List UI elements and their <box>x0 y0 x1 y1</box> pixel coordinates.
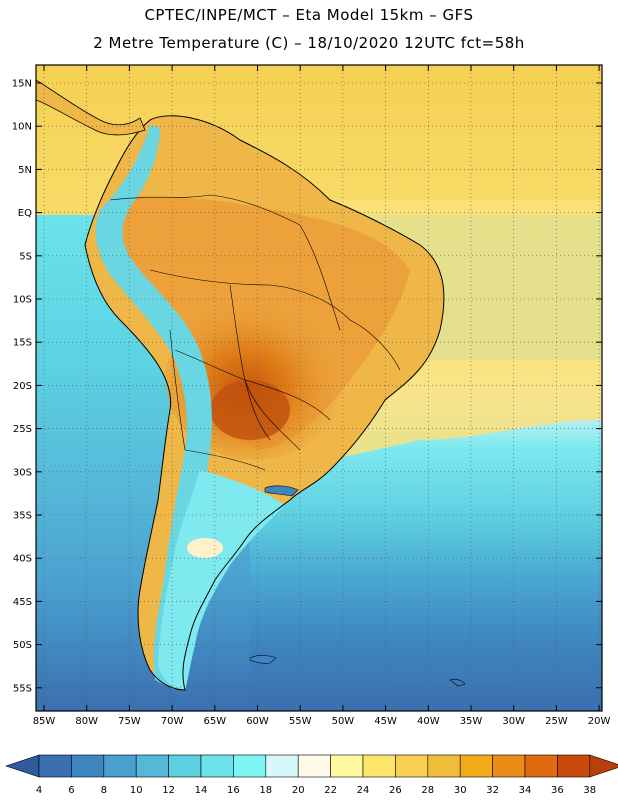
lon-label: 60W <box>246 716 269 727</box>
lat-label: 45S <box>13 597 32 608</box>
colorbar-label: 16 <box>227 785 240 796</box>
coastline <box>84 115 445 691</box>
colorbar-label: 20 <box>292 785 305 796</box>
lat-label: 10S <box>13 295 32 306</box>
plot-frame <box>35 64 603 712</box>
lon-label: 25W <box>545 716 568 727</box>
colorbar-swatch <box>233 754 267 778</box>
colorbar-label: 24 <box>357 785 370 796</box>
lat-label: 15N <box>12 79 32 90</box>
colorbar-label: 34 <box>519 785 532 796</box>
lon-label: 55W <box>289 716 312 727</box>
latitude-labels: 15N 10N 5N EQ 5S 10S 15S 20S 25S 30S 35S 40S 45S 50S 5… <box>12 79 32 695</box>
colorbar-label: 8 <box>101 785 107 796</box>
lat-label: 5S <box>19 251 32 262</box>
colorbar-low-arrow <box>5 754 40 778</box>
colorbar-swatch <box>330 754 364 778</box>
falkland-islands <box>249 655 277 664</box>
colorbar-swatch <box>297 754 331 778</box>
colorbar-swatch <box>362 754 396 778</box>
lat-label: 5N <box>18 165 32 176</box>
lat-label: 50S <box>13 640 32 651</box>
axis-ticks <box>36 65 602 711</box>
colorbar-high-arrow <box>589 754 618 778</box>
lon-label: 75W <box>118 716 141 727</box>
colorbar-swatch <box>557 754 591 778</box>
colorbar-label: 22 <box>324 785 337 796</box>
colorbar-label: 32 <box>486 785 499 796</box>
colorbar-swatch <box>427 754 461 778</box>
lat-label: EQ <box>18 208 32 219</box>
colorbar-swatch <box>395 754 429 778</box>
colorbar-label: 12 <box>162 785 175 796</box>
map-title-line1: CPTEC/INPE/MCT – Eta Model 15km – GFS <box>144 6 474 24</box>
coastal-lagoon <box>264 485 299 497</box>
colorbar-label: 38 <box>583 785 596 796</box>
colorbar-label: 28 <box>421 785 434 796</box>
colorbar-label: 14 <box>195 785 208 796</box>
colorbar-label: 6 <box>68 785 74 796</box>
colorbar-swatch <box>168 754 202 778</box>
colorbar: 4 6 8 10 12 14 16 18 20 22 24 26 28 30 32 34 36 38 <box>5 754 618 796</box>
colorbar-label: 30 <box>454 785 467 796</box>
lon-label: 65W <box>203 716 226 727</box>
lon-label: 35W <box>460 716 483 727</box>
country-borders <box>109 194 401 471</box>
colorbar-swatch <box>524 754 558 778</box>
colorbar-label: 36 <box>551 785 564 796</box>
lon-label: 30W <box>502 716 525 727</box>
colorbar-swatch <box>103 754 137 778</box>
lon-label: 70W <box>161 716 184 727</box>
colorbar-label: 26 <box>389 785 402 796</box>
colorbar-label: 4 <box>36 785 42 796</box>
central-america <box>36 79 146 136</box>
colorbar-swatch <box>265 754 299 778</box>
south-georgia <box>449 678 466 687</box>
map-title-line2: 2 Metre Temperature (C) – 18/10/2020 12U… <box>93 34 525 52</box>
lon-label: 20W <box>588 716 611 727</box>
heat-core-peak <box>210 380 290 440</box>
lat-label: 35S <box>13 511 32 522</box>
lon-label: 50W <box>332 716 355 727</box>
plot-area <box>36 65 602 711</box>
lat-label: 30S <box>13 467 32 478</box>
colorbar-swatch <box>71 754 105 778</box>
lat-label: 55S <box>13 683 32 694</box>
colorbar-swatch <box>492 754 526 778</box>
lon-label: 45W <box>374 716 397 727</box>
longitude-labels: 85W 80W 75W 70W 65W 60W 55W 50W 45W 40W 35W 30W 25W 2… <box>33 716 611 727</box>
colorbar-swatch <box>38 754 72 778</box>
lon-label: 80W <box>75 716 98 727</box>
lat-label: 20S <box>13 381 32 392</box>
colorbar-swatch <box>135 754 169 778</box>
lat-label: 40S <box>13 554 32 565</box>
lat-label: 25S <box>13 424 32 435</box>
warm-spot <box>187 538 223 558</box>
lat-label: 15S <box>13 338 32 349</box>
colorbar-label: 10 <box>130 785 143 796</box>
lon-label: 85W <box>33 716 56 727</box>
lon-label: 40W <box>417 716 440 727</box>
lat-label: 10N <box>12 122 32 133</box>
colorbar-label: 18 <box>259 785 272 796</box>
colorbar-swatch <box>459 754 493 778</box>
colorbar-swatch <box>200 754 234 778</box>
